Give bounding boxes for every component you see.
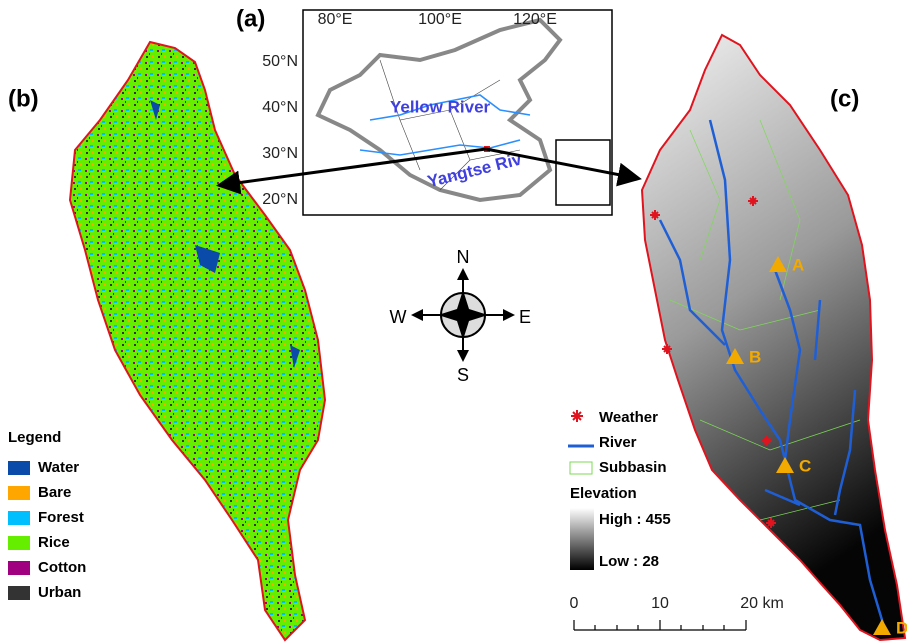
scale-label: 20 km [740,595,784,612]
panel-label: (b) [8,85,39,112]
compass-label: S [457,365,469,385]
legend-subbasin-symbol [570,462,592,474]
legend-swatch [8,536,30,550]
legend-swatch [8,511,30,525]
gauge-label: B [749,347,761,366]
legend-label: Forest [38,509,84,526]
panel-label: (c) [830,85,859,112]
legend-label: Water [38,459,79,476]
legend-swatch [8,561,30,575]
legend: Water Bare Forest Rice Cotton Urban [8,459,86,601]
page: {"panels":{ "a":{"label":"(a)","lon_tick… [0,0,907,642]
legend-label: Weather [599,409,658,426]
legend-label: Cotton [38,559,86,576]
gauge-label: C [799,456,811,475]
lon-tick: 120°E [513,11,557,28]
gauge-label: A [792,255,804,274]
elevation-ramp [570,508,594,570]
panel-label: (a) [236,5,265,32]
lat-tick: 30°N [262,145,298,162]
figure: (b) Legend Water Bare Forest Rice Cotton Urba… [0,0,907,642]
legend-label: Elevation [570,485,637,502]
scale-label: 0 [570,595,579,612]
legend-title: Legend [8,429,61,446]
compass-label: W [390,307,407,327]
legend-swatch [8,461,30,475]
lat-tick: 40°N [262,99,298,116]
legend-label: River [599,434,637,451]
scale-label: 10 [651,595,669,612]
lon-tick: 100°E [418,11,462,28]
legend-label: High : 455 [599,511,671,528]
legend-label: Rice [38,534,70,551]
river-label: Yellow River [390,97,491,116]
legend-weather-symbol [571,410,583,422]
basin-landcover [70,42,325,640]
gauge-label: D [896,618,907,637]
compass [411,268,515,362]
legend-label: Subbasin [599,459,667,476]
compass-label: N [457,247,470,267]
legend-swatch [8,486,30,500]
legend-label: Low : 28 [599,553,659,570]
compass-label: E [519,307,531,327]
lon-tick: 80°E [318,11,353,28]
legend-label: Bare [38,484,71,501]
scale-bar [574,620,746,630]
legend-label: Urban [38,584,81,601]
lat-tick: 50°N [262,53,298,70]
legend-swatch [8,586,30,600]
lat-tick: 20°N [262,191,298,208]
